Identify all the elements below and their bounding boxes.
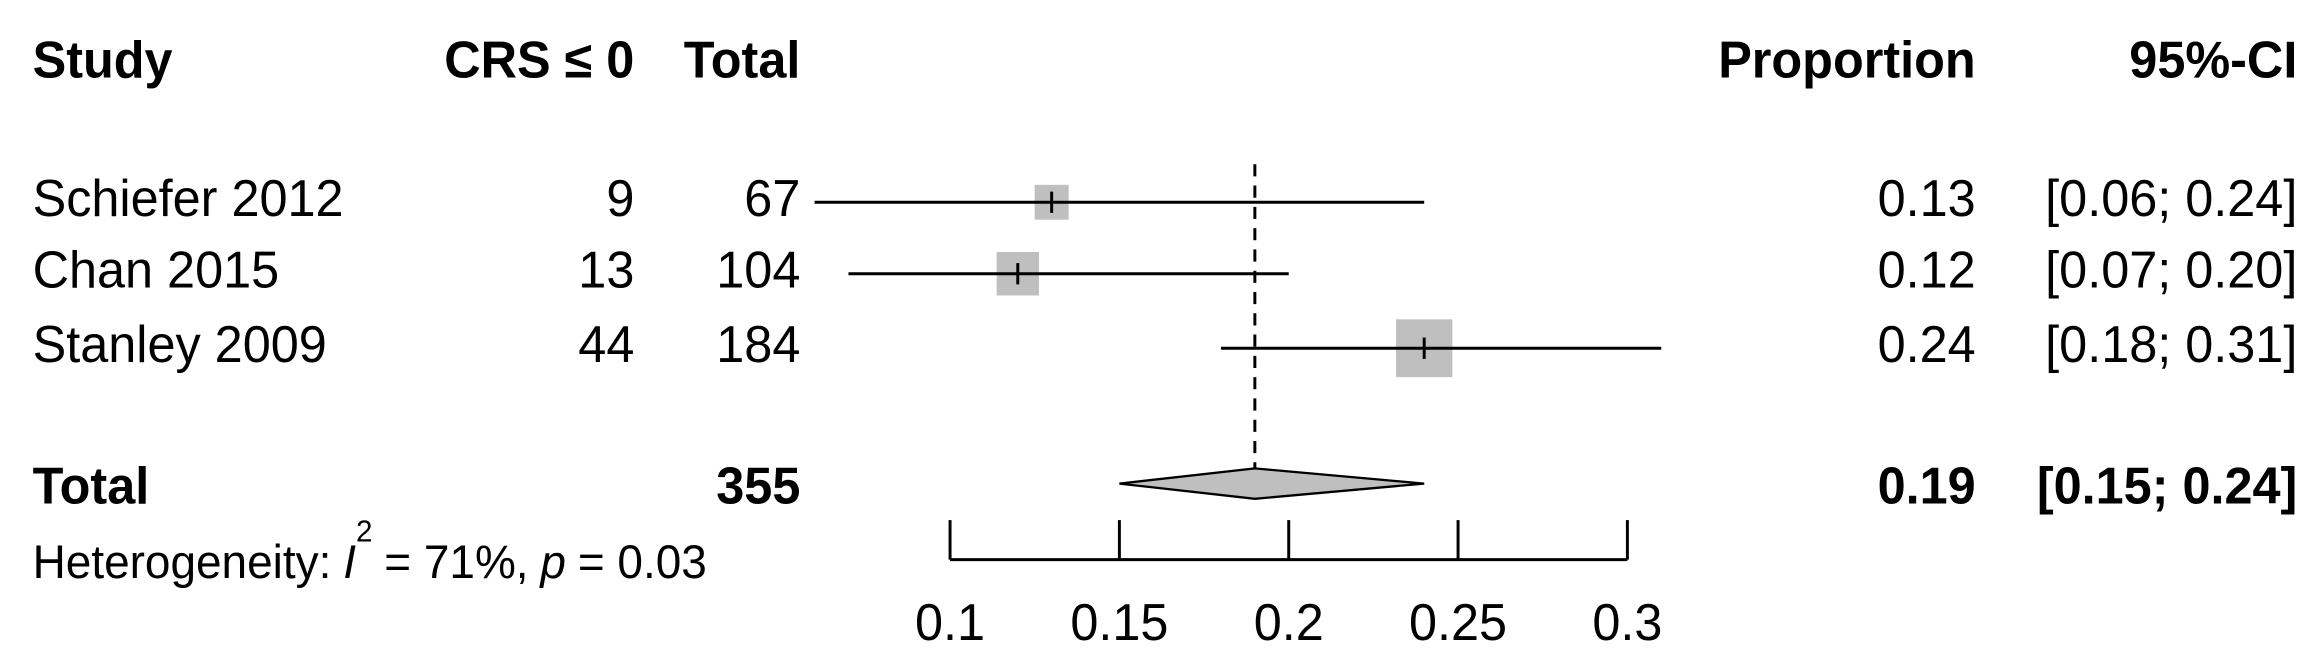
summary-diamond	[1119, 467, 1425, 500]
proportion: 0.12	[1878, 241, 1976, 299]
heterogeneity: Heterogeneity: I2 = 71%, p = 0.03	[33, 516, 707, 589]
total-n: 355	[716, 457, 800, 515]
ci-label: [0.06; 0.24]	[2045, 169, 2297, 227]
heterogeneity-i2-sup: 2	[356, 516, 372, 549]
ci-label: [0.07; 0.20]	[2045, 241, 2297, 299]
column-header: CRS ≤ 0	[444, 31, 634, 89]
x-tick-label: 0.15	[1070, 594, 1168, 652]
column-header: Proportion	[1718, 31, 1976, 89]
heterogeneity-i2-text: = 71%,	[384, 536, 528, 589]
heterogeneity-p-text: = 0.03	[578, 536, 707, 589]
x-tick-label: 0.3	[1592, 594, 1662, 652]
events: 9	[606, 169, 634, 227]
column-header: 95%-CI	[2129, 31, 2297, 89]
total: 67	[744, 169, 800, 227]
total-proportion: 0.19	[1878, 457, 1976, 515]
x-tick-label: 0.25	[1409, 594, 1507, 652]
total-label: Total	[33, 457, 150, 515]
study-name: Chan 2015	[33, 241, 280, 299]
x-tick-label: 0.1	[915, 594, 985, 652]
total: 184	[716, 315, 800, 373]
heterogeneity-label: Heterogeneity:	[33, 536, 332, 589]
ci-label: [0.18; 0.31]	[2045, 315, 2297, 373]
heterogeneity-p-symbol: p	[538, 536, 566, 589]
heterogeneity-i2-symbol: I	[343, 536, 356, 589]
proportion: 0.13	[1878, 169, 1976, 227]
total: 104	[716, 241, 800, 299]
column-header: Total	[684, 31, 801, 89]
column-header: Study	[33, 31, 174, 89]
study-name: Schiefer 2012	[33, 169, 344, 227]
events: 13	[578, 241, 634, 299]
proportion: 0.24	[1878, 315, 1976, 373]
total-ci: [0.15; 0.24]	[2037, 457, 2297, 515]
x-tick-label: 0.2	[1254, 594, 1324, 652]
events: 44	[578, 315, 634, 373]
study-name: Stanley 2009	[33, 315, 327, 373]
